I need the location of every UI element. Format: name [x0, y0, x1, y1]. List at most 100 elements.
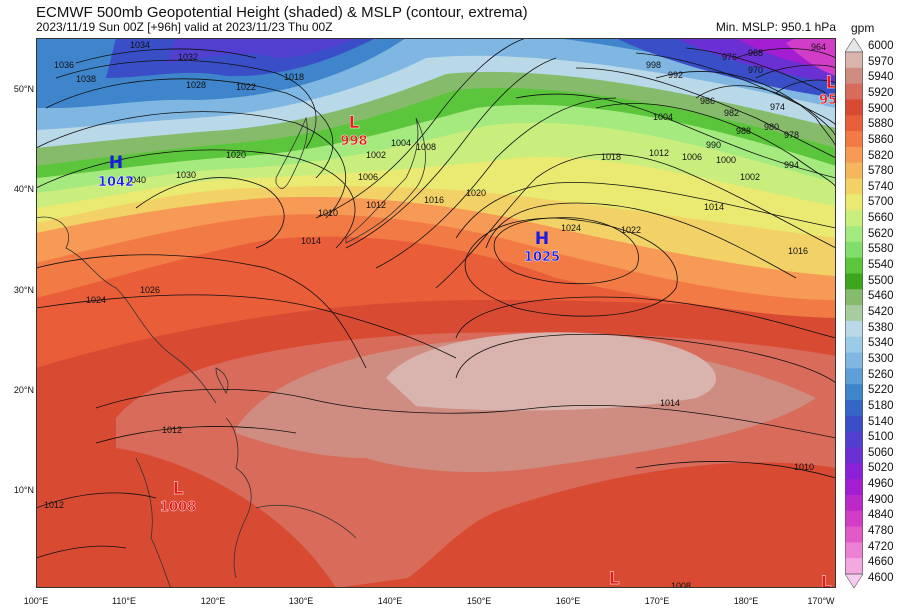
colorbar-tick-label: 5420 [868, 306, 894, 318]
lon-label-150e: 150°E [466, 596, 492, 606]
colorbar-segment [845, 510, 863, 528]
colorbar-segment [845, 273, 863, 290]
colorbar-tick-label: 6000 [868, 40, 894, 52]
colorbar-segment [845, 146, 863, 164]
isobar-label: 1012 [649, 148, 669, 158]
colorbar-segment [845, 494, 863, 512]
isobar-label: 1024 [561, 223, 581, 233]
colorbar-tick-label: 5820 [868, 149, 894, 162]
isobar-label: 994 [784, 160, 799, 170]
high-center-1042-value: 1042 [98, 175, 134, 190]
isobar-label: 1040 [126, 175, 146, 185]
isobar-label: 982 [724, 108, 739, 118]
low-center-1008-value: 1008 [160, 500, 196, 515]
colorbar-tick-label: 5700 [868, 196, 894, 209]
lon-label-160e: 160°E [555, 596, 581, 606]
colorbar-tick-label: 5180 [868, 399, 894, 412]
isobar-label: 1000 [716, 155, 736, 165]
isobar-label: 1018 [284, 72, 304, 82]
colorbar-tick-label: 5260 [868, 368, 894, 381]
colorbar-segment [845, 558, 863, 575]
colorbar-segment [845, 178, 863, 195]
colorbar-tick-label: 5780 [868, 165, 894, 178]
colorbar-segment [845, 99, 863, 116]
isobar-label: 974 [770, 102, 785, 112]
isobars [36, 38, 836, 559]
colorbar-segment [845, 67, 863, 85]
colorbar-tick-label: 5880 [868, 118, 894, 131]
isobar-label: 976 [722, 52, 737, 62]
colorbar-tick-label: 4600 [868, 572, 894, 584]
colorbar-segment [845, 463, 863, 480]
colorbar-tick-label: 5340 [868, 337, 894, 350]
lon-label-140e: 140°E [377, 596, 403, 606]
isobar-label: 1014 [301, 236, 321, 246]
lon-label-130e: 130°E [288, 596, 314, 606]
colorbar-tick-label: 5540 [868, 259, 894, 272]
colorbar-tick-label: 4960 [868, 478, 894, 491]
isobar-label: 1036 [54, 60, 74, 70]
lon-label-180e: 180°E [733, 596, 759, 606]
isobar-label: 964 [811, 42, 826, 52]
colorbar-segment [845, 542, 863, 559]
colorbar-segment [845, 257, 863, 274]
lat-label-10n: 10°N [13, 485, 34, 495]
colorbar-tick-label: 5620 [868, 227, 894, 240]
colorbar-tick-label: 5940 [868, 71, 894, 84]
colorbar-segment [845, 305, 863, 322]
low-center-998-letter: L [349, 113, 360, 133]
isobar-label: 990 [706, 140, 721, 150]
pressure-centers: H 1042 L 998 H 1025 L 1008 L 95 L L [98, 73, 836, 588]
isobar-label: 1008 [416, 142, 436, 152]
isobar-label: 1008 [671, 581, 691, 588]
low-center-letter: L [821, 573, 832, 588]
colorbar-segment [845, 52, 863, 69]
isobar-label: 1024 [86, 295, 106, 305]
colorbar-tick-label: 5220 [868, 384, 894, 397]
min-mslp-readout: Min. MSLP: 950.1 hPa [715, 20, 836, 34]
colorbar-segment [845, 226, 863, 243]
isobar-label: 1004 [653, 112, 673, 122]
colorbar-segment [845, 400, 863, 417]
high-center-1042-letter: H [109, 153, 123, 173]
colorbar-tick-label: 5020 [868, 462, 894, 475]
lon-label-110e: 110°E [112, 596, 136, 606]
colorbar-segment [845, 384, 863, 401]
colorbar-tick-label: 4720 [868, 540, 894, 553]
high-center-1025-letter: H [535, 229, 549, 249]
lat-label-40n: 40°N [13, 184, 34, 194]
colorbar-segment [845, 352, 863, 369]
low-center-950-value: 95 [819, 93, 836, 108]
colorbar-tick-label: 5100 [868, 431, 894, 444]
colorbar-segment [845, 431, 863, 448]
colorbar-segment [845, 289, 863, 306]
isobar-label: 988 [736, 126, 751, 136]
colorbar-tick-label: 4780 [868, 525, 894, 538]
isobar-label: 992 [668, 70, 683, 80]
colorbar-segment [845, 194, 863, 211]
colorbar-tick-label: 5900 [868, 102, 894, 115]
isobar-label: 978 [784, 130, 799, 140]
isobar-labels: 1034 1036 1032 1028 1022 1018 1020 1024 … [44, 40, 826, 588]
lon-label-170e: 170°E [644, 596, 670, 606]
colorbar-extend-bottom [845, 573, 863, 588]
low-center-letter: L [609, 569, 620, 588]
map-title: ECMWF 500mb Geopotential Height (shaded)… [36, 4, 528, 21]
colorbar-segment [845, 526, 863, 543]
height-shading [36, 38, 836, 588]
isobar-label: 1010 [318, 208, 338, 218]
low-center-1008-letter: L [173, 479, 184, 499]
isobar-label: 1012 [366, 200, 386, 210]
colorbar-tick-label: 5740 [868, 180, 894, 193]
isobar-label: 1004 [391, 138, 411, 148]
colorbar-segment [845, 241, 863, 259]
colorbar-segment [845, 83, 863, 100]
colorbar-segment [845, 210, 863, 227]
isobar-label: 1034 [130, 40, 150, 50]
colorbar-segment [845, 115, 863, 132]
map-frame [36, 38, 836, 588]
isobar-label: 1016 [788, 246, 808, 256]
lat-label-30n: 30°N [13, 285, 34, 295]
isobar-label: 1006 [682, 152, 702, 162]
isobar-label: 1022 [621, 225, 641, 235]
